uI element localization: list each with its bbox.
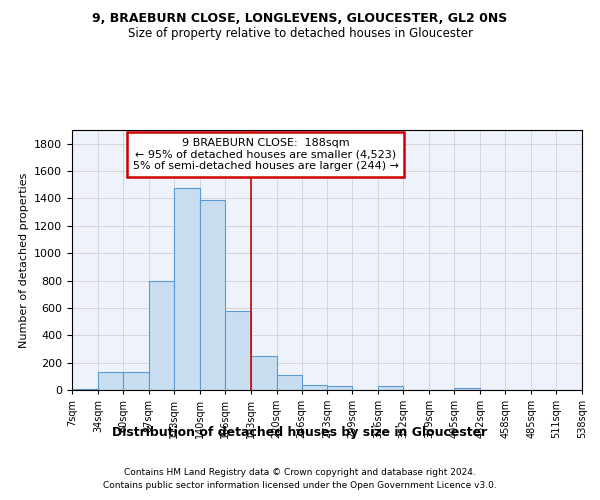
Bar	[225, 312, 251, 390]
Text: 9 BRAEBURN CLOSE:  188sqm
← 95% of detached houses are smaller (4,523)
5% of sem: 9 BRAEBURN CLOSE: 188sqm ← 95% of detach…	[133, 138, 399, 171]
Bar	[72, 389, 98, 390]
Bar	[174, 188, 200, 390]
Text: Contains public sector information licensed under the Open Government Licence v3: Contains public sector information licen…	[103, 482, 497, 490]
Bar	[149, 281, 174, 390]
Bar	[123, 372, 149, 390]
Bar	[379, 386, 403, 390]
Text: 9, BRAEBURN CLOSE, LONGLEVENS, GLOUCESTER, GL2 0NS: 9, BRAEBURN CLOSE, LONGLEVENS, GLOUCESTE…	[92, 12, 508, 26]
Y-axis label: Number of detached properties: Number of detached properties	[19, 172, 29, 348]
Bar	[328, 386, 352, 390]
Bar	[302, 385, 328, 390]
Bar	[454, 388, 480, 390]
Bar	[200, 200, 225, 390]
Text: Contains HM Land Registry data © Crown copyright and database right 2024.: Contains HM Land Registry data © Crown c…	[124, 468, 476, 477]
Bar	[251, 356, 277, 390]
Text: Distribution of detached houses by size in Gloucester: Distribution of detached houses by size …	[112, 426, 488, 439]
Text: Size of property relative to detached houses in Gloucester: Size of property relative to detached ho…	[128, 28, 473, 40]
Bar	[98, 372, 123, 390]
Bar	[277, 375, 302, 390]
